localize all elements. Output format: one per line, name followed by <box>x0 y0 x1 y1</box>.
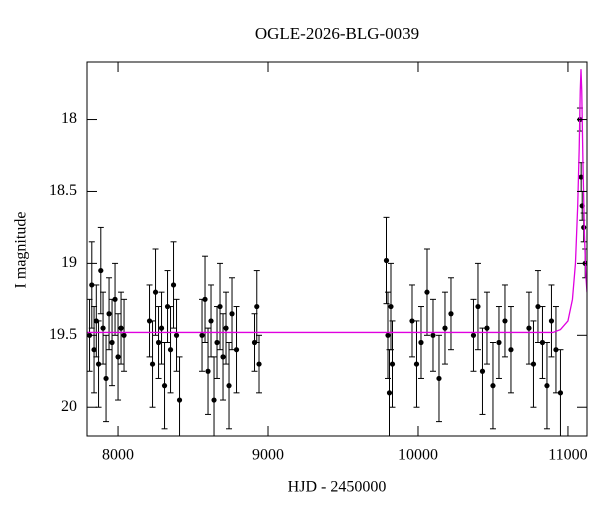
data-point <box>95 361 102 367</box>
data-point <box>170 282 177 288</box>
data-point <box>386 390 393 396</box>
data-point <box>109 339 115 346</box>
data-point <box>103 375 109 382</box>
data-point <box>161 383 168 389</box>
data-point <box>557 390 564 396</box>
data-point <box>211 397 217 403</box>
data-point <box>535 303 541 310</box>
plot-area <box>87 69 587 436</box>
data-point <box>448 311 454 317</box>
data-point <box>155 339 162 346</box>
data-point <box>544 383 550 389</box>
data-point <box>98 267 104 274</box>
y-tick-label: 20 <box>61 398 77 415</box>
data-point <box>508 347 514 353</box>
y-tick-label: 19.5 <box>49 326 77 343</box>
chart-title: OGLE-2026-BLG-0039 <box>255 24 419 43</box>
data-point <box>430 332 436 338</box>
data-point <box>229 311 235 317</box>
y-tick-label: 19 <box>61 254 77 271</box>
x-axis-label: HJD - 2450000 <box>288 479 387 496</box>
data-point <box>526 325 532 331</box>
data-point <box>233 347 240 353</box>
data-point <box>490 383 496 389</box>
data-point <box>205 368 211 374</box>
y-tick-label: 18.5 <box>49 182 77 199</box>
data-point <box>424 289 430 295</box>
data-point <box>115 354 121 360</box>
data-point <box>530 361 537 367</box>
data-point <box>89 282 95 288</box>
data-point <box>118 325 124 331</box>
data-point <box>413 361 420 367</box>
data-point <box>176 397 183 403</box>
data-point <box>385 332 391 338</box>
x-tick-label: 10000 <box>398 447 438 464</box>
data-point <box>106 311 112 317</box>
data-point <box>167 347 174 353</box>
data-point <box>475 303 481 310</box>
data-point <box>202 296 208 302</box>
data-point <box>152 289 159 295</box>
data-point <box>442 325 448 331</box>
data-point <box>502 318 508 324</box>
data-point <box>223 325 229 331</box>
data-point <box>199 332 205 338</box>
data-point <box>173 332 180 338</box>
data-point <box>217 303 223 310</box>
data-point <box>388 303 394 310</box>
data-point <box>539 339 546 346</box>
data-point <box>383 257 390 264</box>
data-point <box>100 325 106 331</box>
data-point <box>409 318 415 324</box>
data-point <box>158 325 165 331</box>
x-tick-label: 9000 <box>252 447 284 464</box>
data-point <box>149 361 156 367</box>
data-point <box>254 303 260 310</box>
data-point <box>548 318 555 324</box>
data-point <box>389 361 396 367</box>
y-tick-label: 18 <box>61 110 77 127</box>
data-point <box>256 361 262 367</box>
data-point <box>484 325 490 331</box>
data-point <box>91 347 97 353</box>
x-tick-label: 11000 <box>548 447 587 464</box>
data-point <box>553 347 559 353</box>
data-point <box>436 375 442 382</box>
data-point <box>578 174 584 180</box>
data-point <box>214 339 220 346</box>
model-curve <box>87 69 587 334</box>
plot-frame <box>86 61 588 437</box>
data-point <box>121 332 127 338</box>
data-point <box>496 339 502 346</box>
x-tick-label: 8000 <box>102 447 134 464</box>
data-point <box>226 383 232 389</box>
data-point <box>112 296 118 302</box>
data-point <box>208 318 214 324</box>
data-point <box>220 354 226 360</box>
data-point <box>470 332 477 338</box>
data-point <box>479 368 486 374</box>
y-axis-label: I magnitude <box>13 212 30 289</box>
data-point <box>418 339 424 346</box>
